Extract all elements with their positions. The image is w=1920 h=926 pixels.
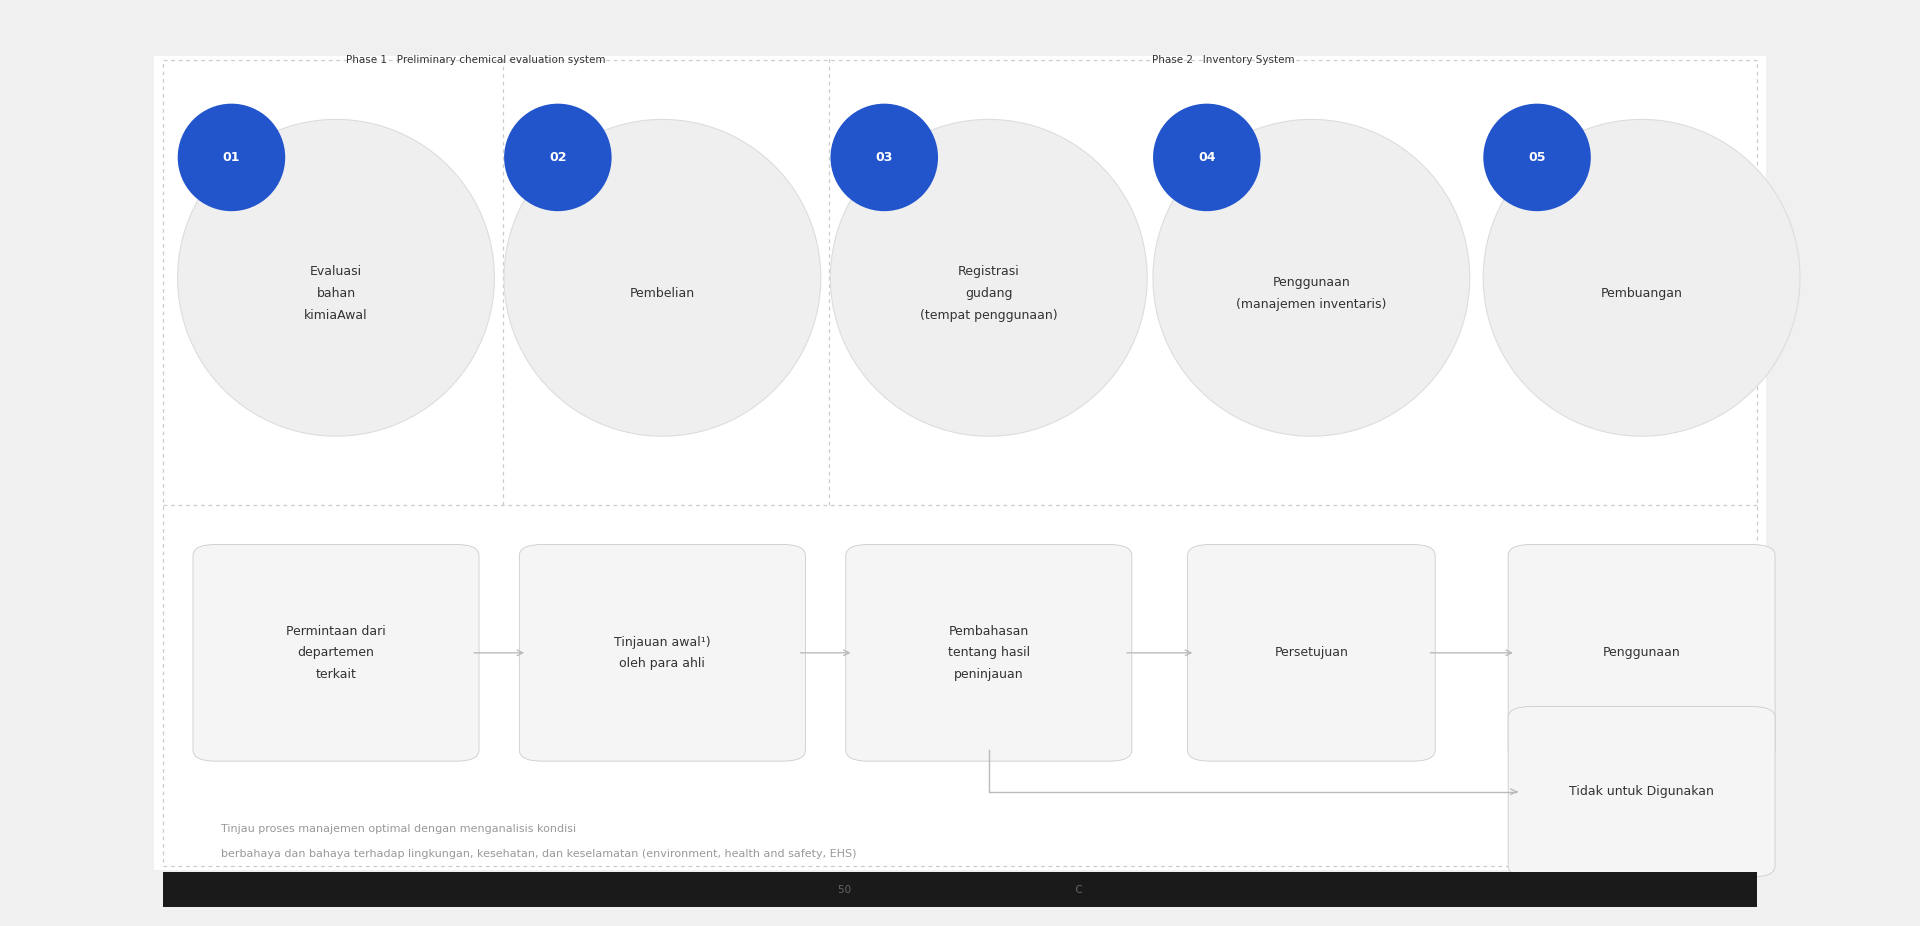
Text: 50                                                                     C: 50 C bbox=[837, 885, 1083, 895]
Text: Penggunaan
(manajemen inventaris): Penggunaan (manajemen inventaris) bbox=[1236, 276, 1386, 311]
Text: 02: 02 bbox=[549, 151, 566, 164]
Ellipse shape bbox=[1152, 119, 1471, 436]
Text: 05: 05 bbox=[1528, 151, 1546, 164]
Ellipse shape bbox=[503, 119, 822, 436]
Text: 04: 04 bbox=[1198, 151, 1215, 164]
Text: Persetujuan: Persetujuan bbox=[1275, 646, 1348, 659]
Ellipse shape bbox=[177, 119, 495, 436]
Text: 03: 03 bbox=[876, 151, 893, 164]
Ellipse shape bbox=[1154, 104, 1261, 211]
Text: Registrasi
gudang
(tempat penggunaan): Registrasi gudang (tempat penggunaan) bbox=[920, 265, 1058, 322]
Text: Pembahasan
tentang hasil
peninjauan: Pembahasan tentang hasil peninjauan bbox=[948, 625, 1029, 681]
FancyBboxPatch shape bbox=[1507, 544, 1774, 761]
FancyBboxPatch shape bbox=[1187, 544, 1436, 761]
Ellipse shape bbox=[179, 104, 286, 211]
FancyBboxPatch shape bbox=[518, 544, 806, 761]
Ellipse shape bbox=[1482, 119, 1801, 436]
Text: 01: 01 bbox=[223, 151, 240, 164]
FancyBboxPatch shape bbox=[845, 544, 1133, 761]
Ellipse shape bbox=[1484, 104, 1592, 211]
Ellipse shape bbox=[505, 104, 612, 211]
Text: Tinjau proses manajemen optimal dengan menganalisis kondisi: Tinjau proses manajemen optimal dengan m… bbox=[221, 824, 576, 833]
FancyBboxPatch shape bbox=[154, 56, 1766, 870]
Text: Tidak untuk Digunakan: Tidak untuk Digunakan bbox=[1569, 785, 1715, 798]
Text: Phase 1   Preliminary chemical evaluation system: Phase 1 Preliminary chemical evaluation … bbox=[346, 56, 605, 65]
Text: Tinjauan awal¹)
oleh para ahli: Tinjauan awal¹) oleh para ahli bbox=[614, 635, 710, 670]
FancyBboxPatch shape bbox=[163, 872, 1757, 907]
Text: berbahaya dan bahaya terhadap lingkungan, kesehatan, dan keselamatan (environmen: berbahaya dan bahaya terhadap lingkungan… bbox=[221, 849, 856, 858]
Ellipse shape bbox=[831, 119, 1148, 436]
FancyBboxPatch shape bbox=[192, 544, 480, 761]
Text: Pembuangan: Pembuangan bbox=[1601, 287, 1682, 300]
Text: Permintaan dari
departemen
terkait: Permintaan dari departemen terkait bbox=[286, 625, 386, 681]
Ellipse shape bbox=[831, 104, 939, 211]
Text: Pembelian: Pembelian bbox=[630, 287, 695, 300]
Text: Penggunaan: Penggunaan bbox=[1603, 646, 1680, 659]
Text: Phase 2   Inventory System: Phase 2 Inventory System bbox=[1152, 56, 1294, 65]
Text: Evaluasi
bahan
kimiaAwal: Evaluasi bahan kimiaAwal bbox=[303, 265, 369, 322]
FancyBboxPatch shape bbox=[1507, 707, 1774, 877]
